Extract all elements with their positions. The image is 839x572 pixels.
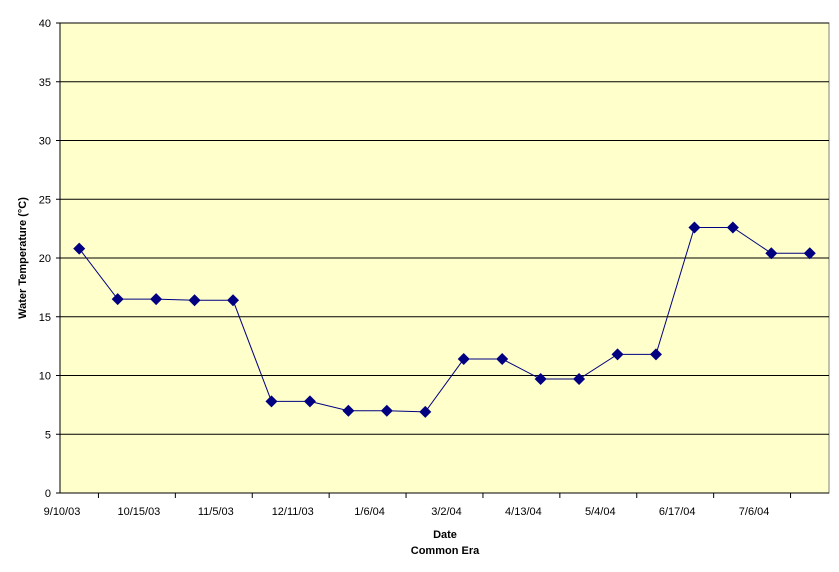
y-tick-label: 20 (39, 253, 51, 265)
data-point (496, 353, 509, 366)
y-tick-label: 5 (45, 429, 51, 441)
x-axis-title: Date (433, 529, 457, 541)
data-point (73, 242, 86, 255)
data-point (380, 404, 393, 417)
x-tick-label: 11/5/03 (198, 506, 234, 518)
data-point (688, 221, 701, 234)
data-point (803, 247, 816, 260)
data-point (457, 353, 470, 366)
x-tick-label: 1/6/04 (354, 506, 385, 518)
y-tick-label: 15 (39, 312, 51, 324)
x-axis-subtitle: Common Era (411, 545, 480, 557)
data-point (111, 293, 124, 306)
x-tick-label: 9/10/03 (44, 506, 81, 518)
y-tick-label: 10 (39, 371, 51, 383)
data-point (188, 294, 201, 307)
x-tick-label: 7/6/04 (739, 506, 770, 518)
data-point (265, 395, 278, 408)
data-point (534, 373, 547, 386)
x-axis-ticks (97, 493, 792, 498)
gridlines (56, 22, 829, 494)
data-point (611, 348, 624, 361)
y-tick-label: 0 (45, 488, 51, 500)
y-tick-label: 35 (39, 77, 51, 89)
x-tick-label: 10/15/03 (117, 506, 160, 518)
data-point (573, 373, 586, 386)
data-point (765, 247, 778, 260)
y-tick-label: 40 (39, 18, 51, 30)
x-tick-label: 6/17/04 (659, 506, 696, 518)
data-point (227, 294, 240, 307)
y-tick-labels: 0 5 10 15 20 25 30 35 40 (39, 18, 51, 500)
data-markers (73, 221, 816, 418)
series-line (78, 226, 810, 413)
data-point (150, 293, 163, 306)
data-point (342, 404, 355, 417)
data-point (303, 395, 316, 408)
x-tick-label: 4/13/04 (505, 506, 542, 518)
data-point (649, 348, 662, 361)
x-tick-label: 5/4/04 (585, 506, 616, 518)
y-tick-label: 30 (39, 136, 51, 148)
x-tick-label: 3/2/04 (431, 506, 462, 518)
data-point (419, 405, 432, 418)
x-tick-labels: 9/10/03 10/15/03 11/5/03 12/11/03 1/6/04 3/2/… (44, 506, 770, 518)
x-tick-label: 12/11/03 (272, 506, 314, 518)
y-axis-title: Water Temperature (°C) (17, 197, 29, 319)
y-tick-label: 25 (39, 194, 51, 206)
data-point (726, 221, 739, 234)
